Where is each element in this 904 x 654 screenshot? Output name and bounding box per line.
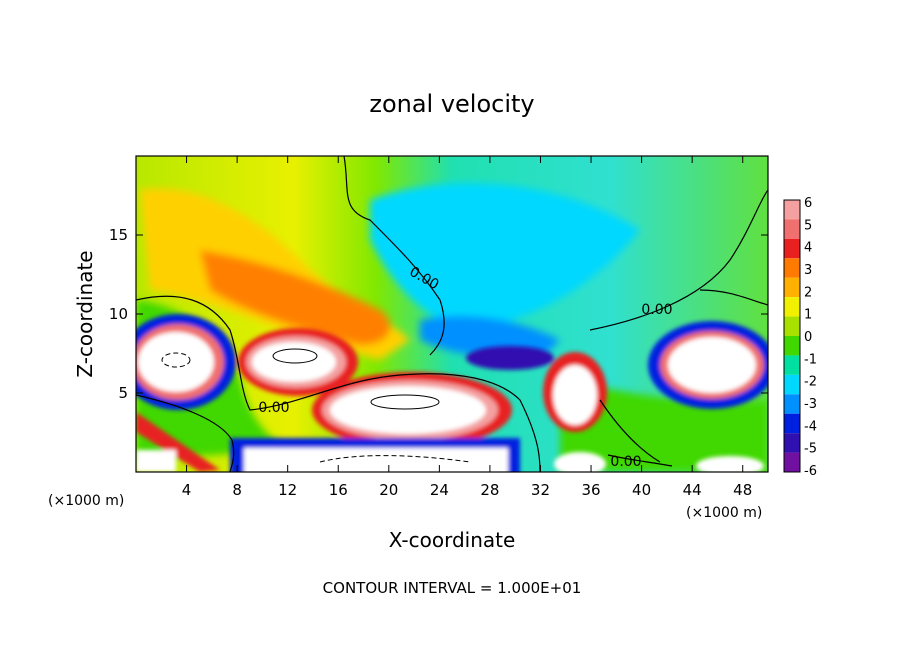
y-axis-title: Z-coordinate bbox=[73, 250, 97, 377]
x-tick-label: 36 bbox=[581, 481, 600, 499]
x-tick-label: 8 bbox=[232, 481, 242, 499]
x-tick-label: 20 bbox=[379, 481, 398, 499]
colorbar-label: -3 bbox=[804, 397, 817, 412]
colorbar-swatch bbox=[784, 258, 800, 278]
x-axis: 4 8 12 16 20 24 28 32 36 40 44 48 bbox=[182, 156, 752, 499]
colorbar-label: -2 bbox=[804, 375, 817, 390]
colorbar-label: 5 bbox=[804, 218, 812, 233]
chart-title: zonal velocity bbox=[369, 90, 534, 118]
colorbar-swatch bbox=[784, 452, 800, 472]
colorbar-label: 4 bbox=[804, 241, 812, 256]
colorbar-swatch bbox=[784, 316, 800, 336]
colorbar-label: -1 bbox=[804, 352, 817, 367]
colorbar-swatch bbox=[784, 355, 800, 375]
x-tick-label: 12 bbox=[278, 481, 297, 499]
colorbar-label: 1 bbox=[804, 308, 812, 323]
y-tick-label: 5 bbox=[118, 384, 128, 402]
x-tick-label: 48 bbox=[733, 481, 752, 499]
colorbar: 6 5 4 3 2 1 0 -1 -2 -3 -4 -5 -6 bbox=[783, 196, 817, 479]
heatmap-field bbox=[136, 156, 768, 472]
x-axis-title: X-coordinate bbox=[389, 528, 516, 552]
colorbar-swatch bbox=[784, 413, 800, 434]
colorbar-label: 3 bbox=[804, 263, 812, 278]
colorbar-swatch bbox=[784, 394, 800, 414]
colorbar-swatch bbox=[784, 374, 800, 395]
colorbar-label: -5 bbox=[804, 442, 817, 457]
colorbar-label: -4 bbox=[804, 419, 817, 434]
y-tick-label: 10 bbox=[109, 305, 128, 323]
colorbar-label: 6 bbox=[804, 196, 812, 211]
colorbar-swatch bbox=[784, 336, 800, 356]
colorbar-swatch bbox=[784, 297, 800, 317]
contour-label: 0.00 bbox=[258, 400, 289, 416]
x-tick-label: 40 bbox=[632, 481, 651, 499]
x-tick-label: 28 bbox=[480, 481, 499, 499]
colorbar-label: 2 bbox=[804, 285, 812, 300]
x-tick-label: 4 bbox=[182, 481, 192, 499]
contour-interval-note: CONTOUR INTERVAL = 1.000E+01 bbox=[323, 579, 582, 597]
y-tick-label: 15 bbox=[109, 226, 128, 244]
contour-label: 0.00 bbox=[610, 454, 641, 470]
colorbar-swatch bbox=[784, 238, 800, 259]
x-tick-label: 16 bbox=[329, 481, 348, 499]
colorbar-swatch bbox=[784, 433, 800, 453]
x-unit-label: (×1000 m) bbox=[48, 493, 124, 509]
colorbar-frame bbox=[783, 199, 801, 473]
colorbar-swatch bbox=[784, 200, 800, 220]
colorbar-label: -6 bbox=[804, 464, 817, 479]
colorbar-label: 0 bbox=[804, 330, 812, 345]
zero-contours bbox=[136, 156, 768, 472]
colorbar-swatch bbox=[784, 277, 800, 298]
x-tick-label: 24 bbox=[430, 481, 449, 499]
colorbar-swatch bbox=[784, 219, 800, 239]
x-tick-label: 32 bbox=[531, 481, 550, 499]
y-axis: 5 10 15 bbox=[109, 226, 768, 402]
x-unit-label-right: (×1000 m) bbox=[686, 505, 762, 521]
contour-label: 0.00 bbox=[641, 302, 672, 318]
x-tick-label: 44 bbox=[683, 481, 702, 499]
